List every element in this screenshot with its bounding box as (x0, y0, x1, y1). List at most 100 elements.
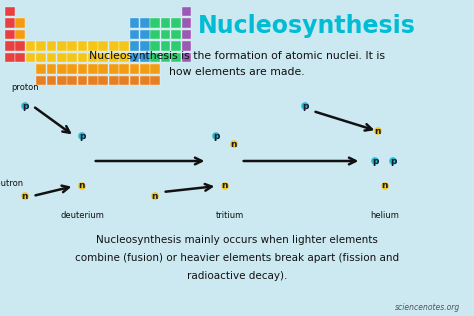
Bar (15, 52, 25, 62)
Bar (109, 41, 118, 51)
Bar (171, 30, 181, 39)
Bar (57, 52, 66, 62)
Text: p: p (372, 156, 378, 166)
Bar (119, 52, 129, 62)
Bar (129, 41, 139, 51)
Bar (129, 76, 139, 85)
Text: p: p (22, 101, 28, 111)
Bar (119, 64, 129, 74)
Bar (99, 76, 108, 85)
Text: helium: helium (371, 211, 400, 221)
Bar (26, 52, 36, 62)
Bar (99, 52, 108, 62)
Circle shape (151, 192, 159, 200)
Text: deuterium: deuterium (60, 211, 104, 221)
Bar (182, 30, 191, 39)
Circle shape (389, 157, 397, 165)
Text: n: n (382, 181, 388, 191)
Bar (129, 30, 139, 39)
Bar (129, 18, 139, 27)
Bar (78, 52, 87, 62)
Bar (78, 76, 87, 85)
Bar (150, 64, 160, 74)
Bar (161, 52, 171, 62)
Bar (129, 52, 139, 62)
Bar (182, 41, 191, 51)
Bar (67, 41, 77, 51)
Bar (15, 41, 25, 51)
Text: Nucleosynthesis mainly occurs when lighter elements: Nucleosynthesis mainly occurs when light… (96, 235, 378, 245)
Bar (182, 52, 191, 62)
Text: n: n (152, 191, 158, 200)
Text: sciencenotes.org: sciencenotes.org (395, 302, 460, 312)
Bar (88, 41, 98, 51)
Bar (171, 41, 181, 51)
Text: p: p (390, 156, 396, 166)
Bar (5, 30, 15, 39)
Bar (36, 76, 46, 85)
Text: p: p (302, 101, 308, 111)
Bar (67, 76, 77, 85)
Bar (161, 41, 171, 51)
Bar (15, 18, 25, 27)
Text: n: n (375, 126, 381, 136)
Circle shape (212, 132, 220, 140)
Bar (140, 30, 150, 39)
Bar (67, 64, 77, 74)
Text: tritium: tritium (216, 211, 244, 221)
Bar (171, 18, 181, 27)
Text: how elements are made.: how elements are made. (169, 67, 305, 77)
Bar (78, 64, 87, 74)
Bar (109, 52, 118, 62)
Bar (119, 76, 129, 85)
Bar (36, 64, 46, 74)
Text: n: n (231, 139, 237, 149)
Bar (140, 52, 150, 62)
Text: radioactive decay).: radioactive decay). (187, 271, 287, 281)
Bar (88, 52, 98, 62)
Bar (5, 52, 15, 62)
Bar (57, 76, 66, 85)
Bar (36, 52, 46, 62)
Bar (182, 18, 191, 27)
Text: Nucleosynthesis is the formation of atomic nuclei. It is: Nucleosynthesis is the formation of atom… (89, 51, 385, 61)
Circle shape (21, 102, 29, 110)
Text: n: n (22, 191, 28, 200)
Circle shape (230, 140, 238, 148)
Bar (150, 41, 160, 51)
Bar (46, 64, 56, 74)
Bar (88, 64, 98, 74)
Bar (67, 52, 77, 62)
Bar (46, 52, 56, 62)
Circle shape (78, 132, 86, 140)
Bar (140, 76, 150, 85)
Text: n: n (79, 181, 85, 191)
Circle shape (78, 182, 86, 190)
Bar (150, 18, 160, 27)
Bar (88, 76, 98, 85)
Bar (5, 41, 15, 51)
Bar (150, 30, 160, 39)
Bar (36, 41, 46, 51)
Text: p: p (79, 131, 85, 141)
Text: Nucleosynthesis: Nucleosynthesis (198, 14, 416, 38)
Bar (46, 41, 56, 51)
Bar (150, 52, 160, 62)
Bar (15, 30, 25, 39)
Bar (140, 64, 150, 74)
Circle shape (301, 102, 309, 110)
Bar (5, 18, 15, 27)
Bar (161, 18, 171, 27)
Bar (78, 41, 87, 51)
Circle shape (371, 157, 379, 165)
Bar (129, 64, 139, 74)
Bar (57, 41, 66, 51)
Bar (150, 76, 160, 85)
Text: combine (fusion) or heavier elements break apart (fission and: combine (fusion) or heavier elements bre… (75, 253, 399, 263)
Bar (140, 18, 150, 27)
Circle shape (21, 192, 29, 200)
Bar (161, 30, 171, 39)
Bar (5, 7, 15, 16)
Bar (182, 7, 191, 16)
Bar (109, 64, 118, 74)
